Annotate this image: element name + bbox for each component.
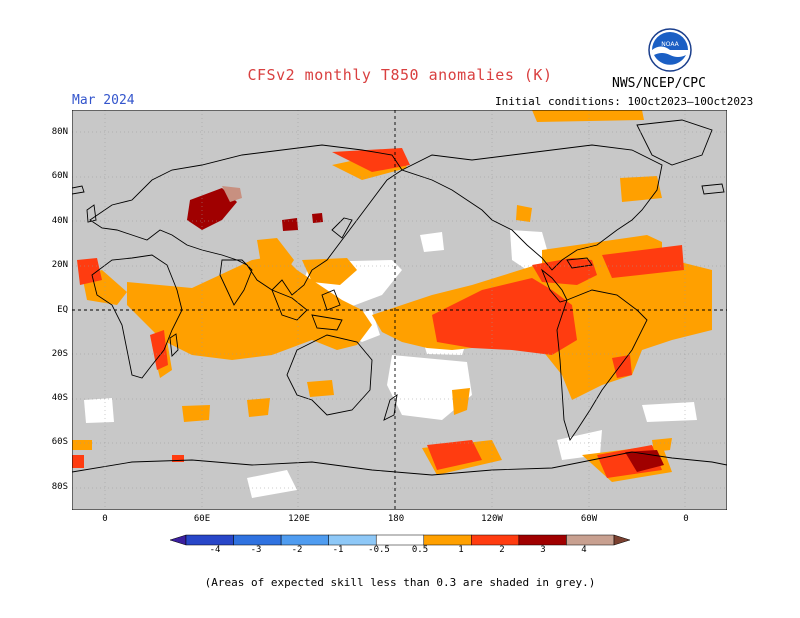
- reference-lines: [72, 110, 727, 510]
- map-title: CFSv2 monthly T850 anomalies (K): [247, 66, 553, 84]
- colorbar-segment: [233, 534, 282, 546]
- anomaly-shading: [72, 110, 712, 498]
- colorbar-label-4: 4: [581, 545, 587, 555]
- colorbar-label-minus3: -3: [250, 545, 262, 555]
- logo-text: NOAA: [661, 41, 679, 48]
- colorbar-segment: [518, 534, 567, 546]
- colorbar-label-3: 3: [540, 545, 546, 555]
- colorbar-label-minus05: -0.5: [368, 545, 390, 555]
- lon-label-60w: 60W: [580, 514, 598, 524]
- forecast-month: Mar 2024: [72, 93, 135, 108]
- anomaly-map: [72, 110, 727, 510]
- lat-label-40n: 40N: [51, 216, 68, 226]
- colorbar-segment: [471, 534, 520, 546]
- colorbar-label-minus2: -2: [291, 545, 303, 555]
- lon-label-0-east: 0: [683, 514, 689, 524]
- agency-label: NWS/NCEP/CPC: [612, 76, 706, 91]
- colorbar-label-minus4: -4: [209, 545, 221, 555]
- colorbar-segment: [423, 534, 472, 546]
- lat-label-20s: 20S: [51, 349, 68, 359]
- colorbar-label-05: 0.5: [411, 545, 429, 555]
- colorbar-label-2: 2: [499, 545, 505, 555]
- skill-footnote: (Areas of expected skill less than 0.3 a…: [204, 576, 596, 589]
- lat-label-60n: 60N: [51, 171, 68, 181]
- colorbar-arrow-high: [613, 534, 630, 546]
- coastlines: [72, 119, 727, 476]
- lat-label-60s: 60S: [51, 437, 68, 447]
- colorbar-segment: [375, 534, 425, 546]
- colorbar-arrow-low: [170, 534, 187, 546]
- lon-label-60e: 60E: [193, 514, 211, 524]
- lon-label-0: 0: [102, 514, 108, 524]
- lat-label-80s: 80S: [51, 482, 68, 492]
- lat-label-20n: 20N: [51, 260, 68, 270]
- lat-label-40s: 40S: [51, 393, 68, 403]
- colorbar-segment: [185, 534, 234, 546]
- grid-lines: [72, 110, 727, 510]
- lat-label-eq: EQ: [57, 305, 68, 315]
- lon-label-120e: 120E: [288, 514, 310, 524]
- noaa-logo-icon: NOAA: [648, 28, 692, 72]
- colorbar-segment: [280, 534, 329, 546]
- lat-label-80n: 80N: [51, 127, 68, 137]
- lon-label-120w: 120W: [481, 514, 503, 524]
- colorbar-label-minus1: -1: [332, 545, 344, 555]
- colorbar: [170, 534, 630, 546]
- colorbar-label-1: 1: [458, 545, 464, 555]
- colorbar-segment: [328, 534, 377, 546]
- lon-label-180: 180: [387, 514, 405, 524]
- colorbar-segment: [566, 534, 615, 546]
- initial-conditions: Initial conditions: 10Oct2023–10Oct2023: [495, 95, 754, 108]
